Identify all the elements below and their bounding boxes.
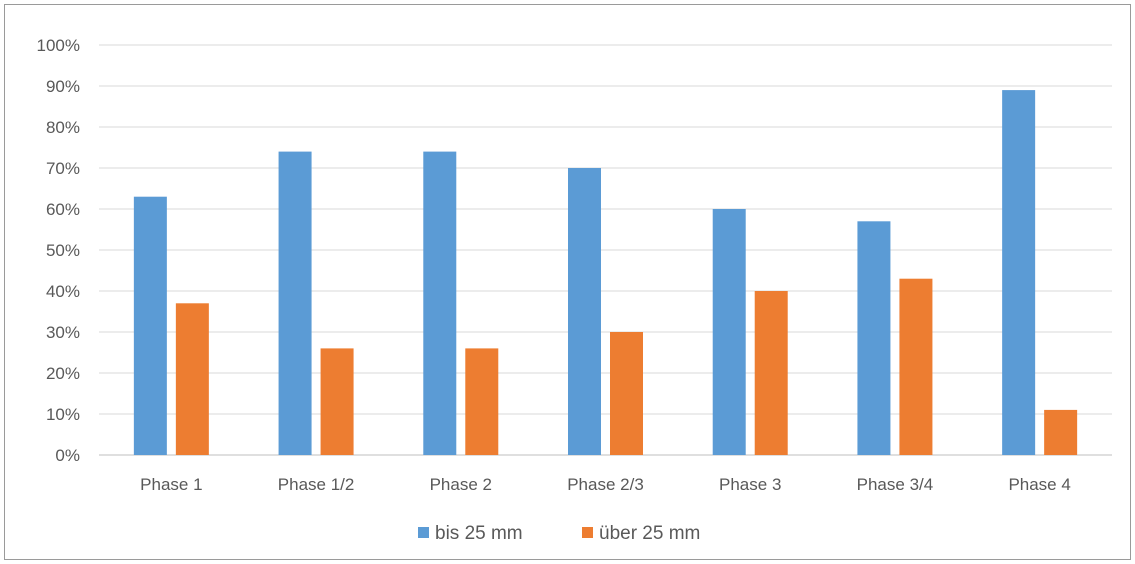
legend: bis 25 mm über 25 mm (418, 523, 700, 544)
y-tick-label: 90% (46, 77, 80, 96)
legend-swatch (418, 527, 429, 538)
x-tick-label: Phase 1 (140, 475, 202, 494)
y-tick-label: 50% (46, 241, 80, 260)
chart-frame (4, 4, 1131, 560)
bar-bis-25mm-2 (278, 151, 312, 455)
bars (133, 90, 1078, 455)
x-axis-tick-labels: Phase 1 Phase 1/2 Phase 2 Phase 2/3 Phase 3 P… (140, 475, 1071, 494)
x-tick-label: Phase 2 (430, 475, 492, 494)
x-tick-label: Phase 3/4 (857, 475, 934, 494)
bar-ueber-25mm-7 (1044, 409, 1078, 455)
y-axis-tick-labels: 0% 10% 20% 30% 40% 50% 60% 70% 80% 90% 100% (37, 36, 80, 465)
legend-swatch (582, 527, 593, 538)
legend-label: über 25 mm (599, 523, 700, 544)
y-tick-label: 100% (37, 36, 80, 55)
bar-bis-25mm-7 (1002, 90, 1036, 455)
bar-ueber-25mm-3 (465, 348, 499, 455)
y-tick-label: 30% (46, 323, 80, 342)
y-tick-label: 0% (55, 446, 80, 465)
bar-ueber-25mm-5 (754, 291, 788, 455)
legend-label: bis 25 mm (435, 523, 523, 544)
bar-bis-25mm-3 (423, 151, 457, 455)
x-tick-label: Phase 2/3 (567, 475, 644, 494)
y-tick-label: 60% (46, 200, 80, 219)
bar-bis-25mm-1 (133, 196, 167, 455)
x-tick-label: Phase 1/2 (278, 475, 355, 494)
y-tick-label: 40% (46, 282, 80, 301)
bar-ueber-25mm-4 (610, 332, 643, 455)
y-tick-label: 70% (46, 159, 80, 178)
bar-bis-25mm-5 (712, 209, 746, 455)
gridlines (99, 44, 1112, 456)
y-tick-label: 20% (46, 364, 80, 383)
bar-ueber-25mm-6 (899, 278, 933, 455)
x-tick-label: Phase 4 (1008, 475, 1070, 494)
y-tick-label: 10% (46, 405, 80, 424)
y-tick-label: 80% (46, 118, 80, 137)
bar-ueber-25mm-2 (320, 348, 354, 455)
x-tick-label: Phase 3 (719, 475, 781, 494)
bar-bis-25mm-6 (857, 221, 891, 455)
bar-ueber-25mm-1 (175, 303, 209, 455)
bar-bis-25mm-4 (568, 168, 601, 455)
